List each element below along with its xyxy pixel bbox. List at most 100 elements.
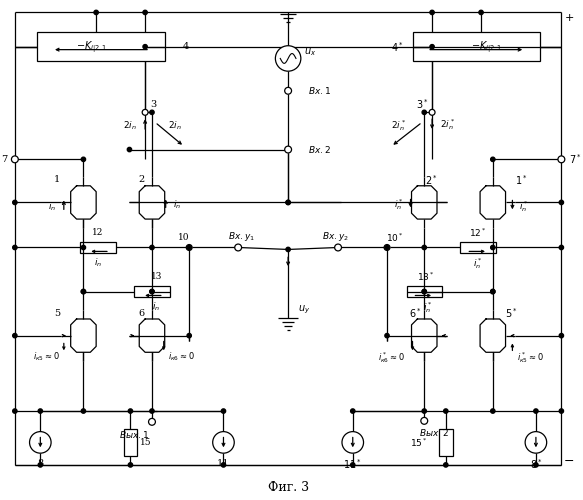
Circle shape <box>422 409 426 413</box>
Text: $8^*$: $8^*$ <box>529 457 542 471</box>
Bar <box>413 32 540 62</box>
Text: 1: 1 <box>54 176 60 184</box>
Text: $2i_n^*$: $2i_n^*$ <box>440 116 455 132</box>
Circle shape <box>479 10 483 14</box>
Circle shape <box>430 44 434 49</box>
Text: 8: 8 <box>37 460 43 468</box>
Text: 11: 11 <box>217 460 230 468</box>
Circle shape <box>213 432 234 453</box>
Circle shape <box>128 463 132 467</box>
Circle shape <box>534 409 538 413</box>
Text: 5: 5 <box>54 308 60 318</box>
Circle shape <box>491 409 495 413</box>
Circle shape <box>559 409 564 413</box>
Text: $i_n^*$: $i_n^*$ <box>423 300 433 314</box>
Circle shape <box>150 290 154 294</box>
Text: $i_n^*$: $i_n^*$ <box>473 256 483 270</box>
Circle shape <box>13 334 17 338</box>
Bar <box>406 286 442 298</box>
Text: $2^*$: $2^*$ <box>424 173 437 187</box>
Circle shape <box>142 110 148 116</box>
Circle shape <box>12 156 18 163</box>
Text: $i_{к6}{\approx}0$: $i_{к6}{\approx}0$ <box>168 351 195 364</box>
Circle shape <box>128 409 132 413</box>
Circle shape <box>235 244 241 251</box>
Bar <box>439 428 452 456</box>
Circle shape <box>342 432 364 453</box>
Circle shape <box>350 463 355 467</box>
Bar <box>37 32 165 62</box>
Circle shape <box>275 46 301 71</box>
Text: $i_n$: $i_n$ <box>152 301 160 314</box>
Text: $Вх.1$: $Вх.1$ <box>308 86 331 96</box>
Bar <box>124 428 137 456</box>
Circle shape <box>525 432 547 453</box>
Text: $Вх.y_2$: $Вх.y_2$ <box>322 230 349 243</box>
Circle shape <box>429 110 435 116</box>
Circle shape <box>491 246 495 250</box>
Text: $7^*$: $7^*$ <box>569 152 582 166</box>
Circle shape <box>222 409 226 413</box>
Circle shape <box>385 246 389 250</box>
Text: $3^*$: $3^*$ <box>416 98 429 112</box>
Text: $i_n^*$: $i_n^*$ <box>394 197 403 212</box>
Circle shape <box>150 246 154 250</box>
Text: $u_x$: $u_x$ <box>304 46 316 58</box>
Circle shape <box>559 200 564 204</box>
Circle shape <box>149 418 156 426</box>
Circle shape <box>127 148 132 152</box>
Circle shape <box>286 248 290 252</box>
Circle shape <box>534 463 538 467</box>
Text: $i_{к5}^*{\approx}0$: $i_{к5}^*{\approx}0$ <box>517 350 543 364</box>
Text: $Вх.y_1$: $Вх.y_1$ <box>227 230 255 243</box>
Circle shape <box>222 463 226 467</box>
Circle shape <box>422 290 426 294</box>
Text: $2i_n^*$: $2i_n^*$ <box>391 118 406 134</box>
Circle shape <box>81 246 86 250</box>
Text: $6^*$: $6^*$ <box>409 306 422 320</box>
Circle shape <box>421 418 428 424</box>
Text: 4: 4 <box>183 42 189 51</box>
Text: 7: 7 <box>1 155 7 164</box>
Circle shape <box>559 246 564 250</box>
Circle shape <box>81 409 86 413</box>
Text: 3: 3 <box>150 100 156 109</box>
Circle shape <box>350 409 355 413</box>
Circle shape <box>558 156 565 163</box>
Text: 15: 15 <box>141 438 152 447</box>
Text: 13: 13 <box>151 272 163 281</box>
Text: $Вых.2$: $Вых.2$ <box>419 427 449 438</box>
Circle shape <box>422 290 426 294</box>
Text: $4^*$: $4^*$ <box>391 40 404 54</box>
Text: 12: 12 <box>93 228 104 237</box>
Circle shape <box>491 290 495 294</box>
Text: $2i_n$: $2i_n$ <box>122 120 136 132</box>
Circle shape <box>422 246 426 250</box>
Circle shape <box>444 409 448 413</box>
Circle shape <box>285 88 292 94</box>
Text: $i_{к5}{\approx}0$: $i_{к5}{\approx}0$ <box>33 351 59 364</box>
Text: $i_n$: $i_n$ <box>48 200 56 212</box>
Text: −: − <box>564 454 574 468</box>
Circle shape <box>94 10 99 14</box>
Circle shape <box>150 110 154 114</box>
Text: $12^*$: $12^*$ <box>469 226 487 239</box>
Text: $-K_{i|2.1}$: $-K_{i|2.1}$ <box>76 39 107 54</box>
Circle shape <box>81 290 86 294</box>
Circle shape <box>30 432 51 453</box>
Circle shape <box>286 200 290 204</box>
Circle shape <box>38 463 43 467</box>
Circle shape <box>81 290 86 294</box>
Circle shape <box>335 244 342 251</box>
Circle shape <box>422 110 426 114</box>
Circle shape <box>38 409 43 413</box>
Circle shape <box>384 244 390 250</box>
Text: $11^*$: $11^*$ <box>343 457 362 471</box>
Circle shape <box>150 290 154 294</box>
Text: $2i_n$: $2i_n$ <box>167 120 181 132</box>
Circle shape <box>430 10 434 14</box>
Circle shape <box>81 157 86 162</box>
Bar <box>461 242 496 254</box>
Text: $i_{к6}^*{\approx}0$: $i_{к6}^*{\approx}0$ <box>378 350 405 364</box>
Circle shape <box>187 334 191 338</box>
